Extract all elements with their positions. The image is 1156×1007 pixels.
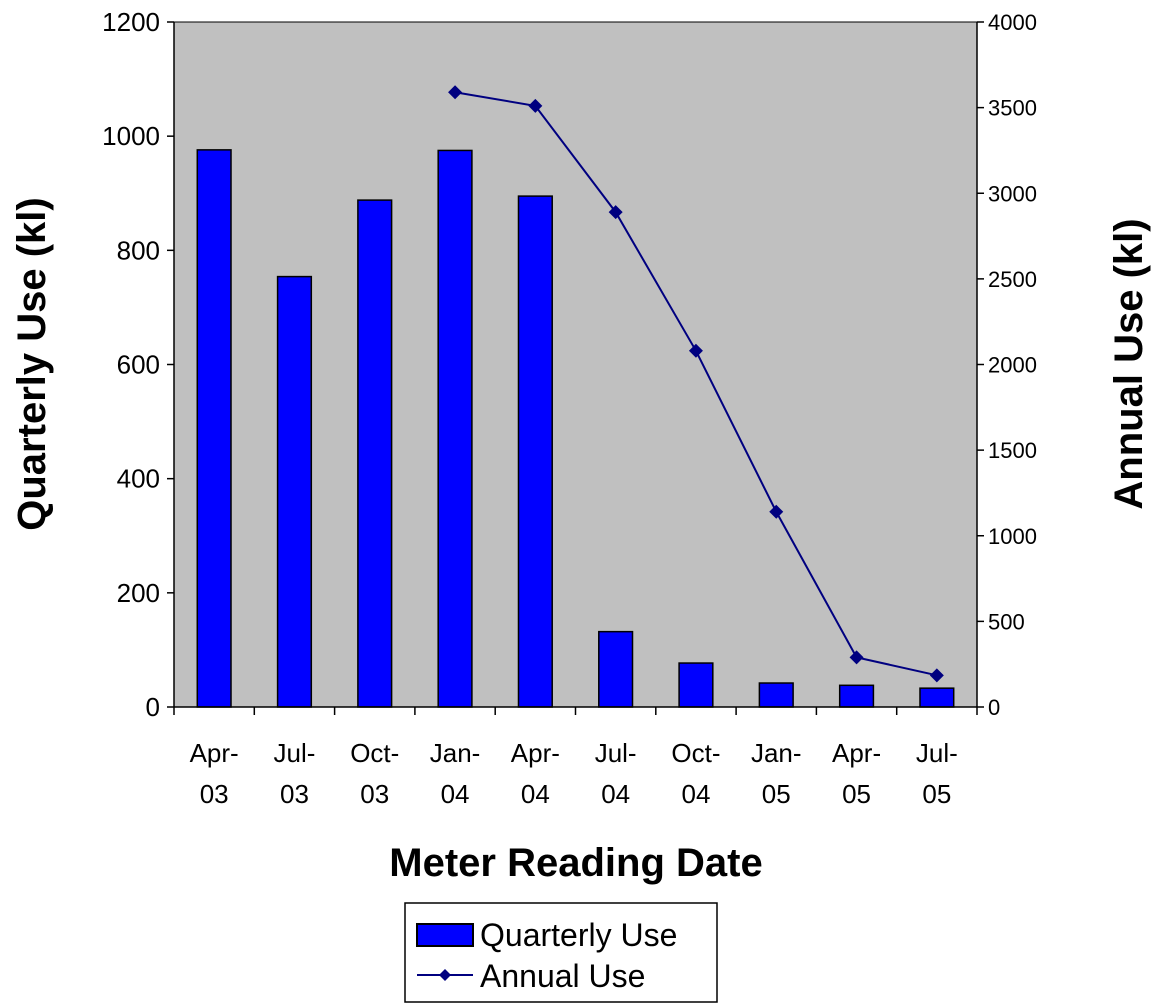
x-tick-label-1-line2: 03 (280, 779, 309, 809)
y-tick-label-5: 1000 (102, 121, 160, 151)
legend-label-quarterly: Quarterly Use (480, 917, 677, 953)
y2-tick-label-8: 4000 (988, 10, 1037, 35)
x-tick-label-8-line2: 05 (842, 779, 871, 809)
legend-marker-annual (439, 969, 451, 981)
x-tick-label-1-line1: Jul- (273, 738, 315, 768)
x-tick-label-7-line1: Jan- (751, 738, 802, 768)
y2-tick-label-5: 2500 (988, 267, 1037, 292)
bar-quarterly-4 (517, 195, 553, 708)
bar-quarterly-6 (678, 662, 714, 708)
y2-tick-label-1: 500 (988, 609, 1025, 634)
x-tick-label-8-line1: Apr- (832, 738, 881, 768)
y-tick-label-0: 0 (146, 692, 160, 722)
bar-quarterly-9 (919, 687, 955, 708)
y2-tick-label-2: 1000 (988, 524, 1037, 549)
x-tick-label-6-line2: 04 (681, 779, 710, 809)
x-tick-label-5-line2: 04 (601, 779, 630, 809)
legend-swatch-quarterly (416, 923, 474, 947)
marker-annual-6 (688, 343, 703, 358)
x-tick-label-2-line1: Oct- (350, 738, 399, 768)
x-tick-label-7-line2: 05 (762, 779, 791, 809)
marker-annual-8 (849, 650, 864, 665)
bar-quarterly-8 (838, 684, 875, 708)
legend-box (404, 902, 718, 1003)
marker-annual-3 (448, 85, 463, 100)
axes-layer: 0 200 400 600 800 1000 1200 0 500 1000 1500 2000 250… (102, 7, 1037, 809)
x-tick-label-3-line1: Jan- (430, 738, 481, 768)
x-tick-label-6-line1: Oct- (671, 738, 720, 768)
bar-quarterly-0 (196, 149, 232, 708)
bar-quarterly-1 (276, 275, 313, 708)
bars-layer (196, 149, 955, 708)
bar-quarterly-7 (758, 682, 794, 708)
x-tick-label-0-line2: 03 (200, 779, 229, 809)
bar-quarterly-5 (598, 630, 634, 708)
bar-quarterly-3 (437, 149, 473, 708)
y2-tick-label-6: 3000 (988, 181, 1037, 206)
marker-annual-5 (608, 205, 623, 220)
y2-tick-label-7: 3500 (988, 96, 1037, 121)
legend: Quarterly Use Annual Use (404, 902, 718, 1003)
y-tick-label-3: 600 (117, 350, 160, 380)
marker-annual-7 (769, 504, 784, 519)
y2-axis-title: Annual Use (kl) (1107, 218, 1151, 509)
line-layer (448, 85, 944, 683)
x-tick-label-5-line1: Jul- (595, 738, 637, 768)
y-tick-label-2: 400 (117, 464, 160, 494)
y-tick-label-4: 800 (117, 235, 160, 265)
legend-label-annual: Annual Use (480, 958, 645, 994)
bar-quarterly-2 (357, 199, 393, 708)
x-tick-label-2-line2: 03 (360, 779, 389, 809)
x-tick-label-4-line2: 04 (521, 779, 550, 809)
x-axis-title: Meter Reading Date (389, 841, 762, 885)
marker-annual-4 (528, 98, 543, 113)
x-tick-label-3-line2: 04 (441, 779, 470, 809)
y2-tick-label-4: 2000 (988, 353, 1037, 378)
x-tick-label-9-line2: 05 (922, 779, 951, 809)
x-tick-label-0-line1: Apr- (190, 738, 239, 768)
y-tick-label-6: 1200 (102, 7, 160, 37)
x-tick-label-9-line1: Jul- (916, 738, 958, 768)
y-tick-label-1: 200 (117, 578, 160, 608)
x-tick-label-4-line1: Apr- (511, 738, 560, 768)
y-axis-title: Quarterly Use (kl) (10, 197, 54, 530)
y2-tick-label-0: 0 (988, 695, 1000, 720)
y2-tick-label-3: 1500 (988, 438, 1037, 463)
marker-annual-9 (929, 668, 944, 683)
